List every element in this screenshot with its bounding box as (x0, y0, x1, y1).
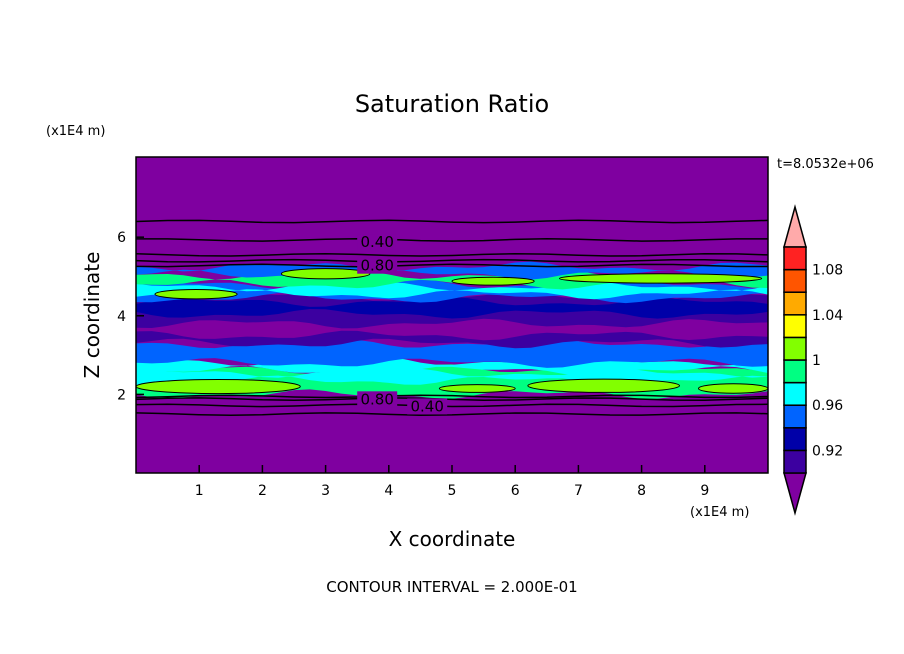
contour-line (135, 394, 769, 399)
x-tick-label: 4 (384, 483, 393, 499)
chart-title: Saturation Ratio (355, 90, 549, 118)
contour-line (135, 252, 769, 257)
contour-label: 0.40 (410, 397, 443, 415)
contour-patch (527, 378, 681, 393)
x-tick-label: 7 (574, 483, 583, 499)
x-tick-label: 6 (511, 483, 520, 499)
contour-patch (558, 273, 763, 284)
colorbar-box (783, 359, 807, 384)
colorbar-label: 1.08 (812, 263, 843, 279)
contour-patch (697, 383, 769, 394)
contour-band (136, 297, 768, 319)
colorbar-box (783, 268, 807, 293)
contour-line (136, 238, 768, 242)
contour-label: 0.40 (360, 233, 393, 251)
colorbar-box (783, 336, 807, 361)
contour-line (135, 412, 769, 416)
contour-label-background (407, 398, 448, 415)
colorbar-box (783, 291, 807, 316)
contour-line (135, 403, 769, 408)
colorbar-label: 0.92 (812, 443, 843, 459)
axes: 1 2 3 4 5 6 7 8 9 2 4 6 (117, 156, 769, 499)
contour-line (135, 219, 769, 224)
colorbar-label: 1 (812, 353, 821, 369)
contour-line (135, 258, 769, 263)
colorbar-label: 0.96 (812, 398, 843, 414)
x-tick-label: 9 (700, 483, 709, 499)
y-axis-label: Z coordinate (80, 252, 104, 379)
time-label: t=8.0532e+06 (777, 157, 874, 172)
contour-patch (451, 276, 535, 286)
contour-label-background (357, 257, 398, 274)
contour-label: 0.80 (360, 390, 393, 408)
contour-line (135, 263, 768, 268)
colorbar-over-triangle (783, 204, 807, 248)
contour-patch (280, 268, 371, 280)
colorbar-box (783, 314, 807, 339)
contour-band (136, 318, 768, 341)
colorbar-label: 1.04 (812, 308, 843, 324)
y-tick-label: 4 (117, 309, 126, 325)
x-tick-label: 2 (258, 483, 267, 499)
colorbar-box (783, 404, 807, 429)
x-tick-label: 3 (321, 483, 330, 499)
y-tick-label: 6 (117, 230, 126, 246)
y-tick-label: 2 (117, 387, 126, 403)
contour-patch (135, 378, 301, 395)
contour-interval-footer: CONTOUR INTERVAL = 2.000E-01 (326, 578, 577, 596)
plot-area: 0.40 0.80 0.80 0.40 (135, 157, 769, 473)
colorbar-box (783, 246, 807, 271)
x-tick-label: 8 (637, 483, 646, 499)
x-unit-label: (x1E4 m) (690, 505, 749, 520)
contour-label: 0.80 (360, 257, 393, 275)
colorbar-box (783, 427, 807, 452)
colorbar-box (783, 381, 807, 406)
contour-band (136, 338, 768, 368)
colorbar-box (783, 449, 807, 474)
x-tick-label: 5 (448, 483, 457, 499)
x-tick-label: 1 (195, 483, 204, 499)
contour-label-background (357, 234, 398, 251)
x-axis-label: X coordinate (389, 527, 516, 551)
contour-patch (154, 288, 238, 300)
y-unit-label: (x1E4 m) (46, 124, 105, 139)
colorbar: 0.92 0.96 1 1.04 1.08 (783, 204, 843, 516)
contour-line (135, 397, 769, 402)
contour-patch (438, 384, 516, 393)
colorbar-under-triangle (783, 472, 807, 516)
contour-label-background (357, 391, 398, 408)
